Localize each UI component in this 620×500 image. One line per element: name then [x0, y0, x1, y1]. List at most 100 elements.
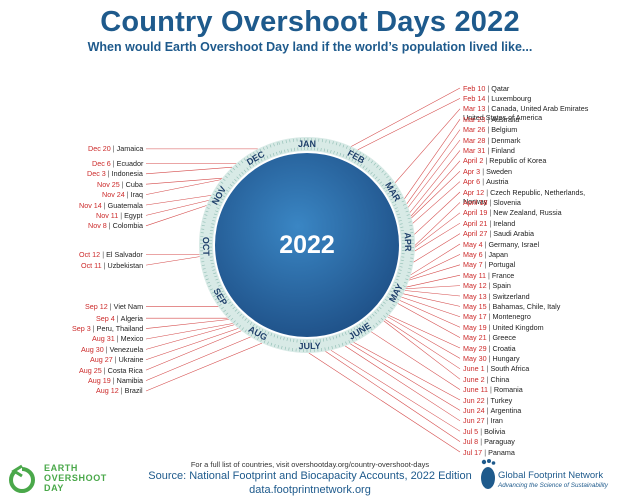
ring-tick [379, 181, 383, 184]
ring-tick [372, 313, 375, 317]
source-line: Source: National Footprint and Biocapaci… [148, 470, 472, 482]
country-name: France [491, 270, 515, 280]
ring-tick [280, 150, 283, 154]
country-label: May 17 | Montenegro [463, 312, 531, 321]
country-label: Mar 13 | Canada, United Arab Emirates Unit… [463, 104, 591, 122]
ring-tick [211, 266, 215, 268]
country-name: Germany, Israel [488, 239, 540, 249]
website-link[interactable]: data.footprintnetwork.org [249, 484, 371, 496]
separator: | [489, 229, 492, 239]
ring-tick [396, 275, 400, 278]
ring-tick [202, 221, 206, 223]
ring-tick [272, 152, 275, 156]
ring-tick [339, 152, 342, 156]
gfn-name: Global Footprint Network [498, 470, 604, 481]
country-name: Greece [492, 333, 517, 343]
country-label: Dec 3 | Indonesia [87, 169, 143, 178]
leader-line [410, 243, 461, 276]
ring-tick [370, 171, 373, 175]
country-label: May 21 | Greece [463, 333, 516, 342]
ring-tick [387, 309, 391, 313]
ring-tick [357, 161, 360, 165]
ring-tick [399, 291, 403, 294]
ring-tick [364, 156, 368, 159]
ring-tick [406, 214, 410, 216]
ring-tick [224, 296, 228, 299]
country-name: Belgium [491, 125, 518, 135]
ring-tick [211, 197, 214, 200]
ring-tick [332, 336, 334, 340]
ring-tick [362, 165, 365, 169]
separator: | [486, 416, 489, 426]
ring-tick [247, 331, 250, 335]
leader-line [413, 233, 461, 263]
ring-tick [234, 309, 238, 312]
overshoot-date: April 27 [463, 229, 488, 239]
ring-tick [227, 172, 231, 176]
country-name: South Africa [490, 364, 530, 374]
ring-tick [390, 306, 393, 310]
overshoot-date: April 2 [463, 156, 484, 166]
ring-tick [280, 336, 282, 340]
ring-tick [376, 165, 379, 168]
country-name: Uzbekistan [107, 260, 144, 270]
ring-tick [213, 213, 218, 216]
ring-tick [359, 163, 363, 167]
separator: | [112, 158, 115, 168]
country-label: Oct 12 | El Salvador [79, 250, 143, 259]
ring-tick [354, 160, 357, 163]
ring-tick [267, 331, 270, 335]
country-label: Sep 4 | Algeria [96, 314, 143, 323]
country-label: Feb 14 | Luxembourg [463, 94, 531, 103]
overshoot-date: Nov 8 [88, 221, 107, 231]
country-label: Nov 14 | Guatemala [79, 201, 143, 210]
separator: | [108, 221, 111, 231]
ring-tick [384, 298, 388, 302]
ring-tick [394, 301, 398, 304]
separator: | [92, 324, 95, 334]
page-subtitle: When would Earth Overshoot Day land if t… [87, 40, 533, 54]
ring-tick [394, 207, 398, 210]
leader-line [410, 160, 461, 217]
country-name: Sweden [486, 166, 513, 176]
ring-tick [226, 298, 230, 302]
ring-tick [322, 338, 325, 342]
overshoot-date: Apr 12 [463, 187, 485, 197]
ring-tick [219, 201, 223, 204]
separator: | [487, 104, 490, 114]
ring-tick [220, 181, 224, 184]
separator: | [103, 365, 106, 375]
overshoot-date: May 29 [463, 343, 487, 353]
ring-tick [208, 285, 212, 287]
ring-tick [261, 329, 264, 332]
page-title: Country Overshoot Days 2022 [100, 6, 520, 38]
leader-line [412, 181, 461, 224]
ring-tick [346, 145, 348, 149]
overshoot-date: Feb 14 [463, 93, 486, 103]
ring-tick [223, 309, 227, 313]
country-label: Jul 17 | Panama [463, 448, 515, 457]
country-label: May 11 | France [463, 271, 514, 280]
country-label: May 12 | Spain [463, 281, 511, 290]
ring-tick [348, 156, 351, 160]
ring-tick [203, 217, 207, 220]
ring-tick [215, 278, 219, 281]
ring-tick [400, 197, 403, 200]
country-label: Nov 11 | Egypt [96, 211, 143, 220]
leader-line [325, 351, 461, 442]
ring-tick [212, 193, 216, 196]
leader-line [409, 150, 461, 213]
country-name: Austria [486, 177, 509, 187]
leader-line [414, 222, 461, 252]
ring-tick [237, 311, 240, 315]
separator: | [487, 114, 490, 124]
ring-tick [251, 163, 255, 167]
leader-line [411, 171, 461, 219]
ring-tick [336, 151, 338, 155]
ring-tick [284, 346, 286, 350]
overshoot-date: Mar 26 [463, 125, 486, 135]
ring-tick [234, 178, 237, 182]
ring-tick [407, 217, 411, 220]
country-label: May 13 | Switzerland [463, 292, 530, 301]
overshoot-date: May 4 [463, 239, 483, 249]
